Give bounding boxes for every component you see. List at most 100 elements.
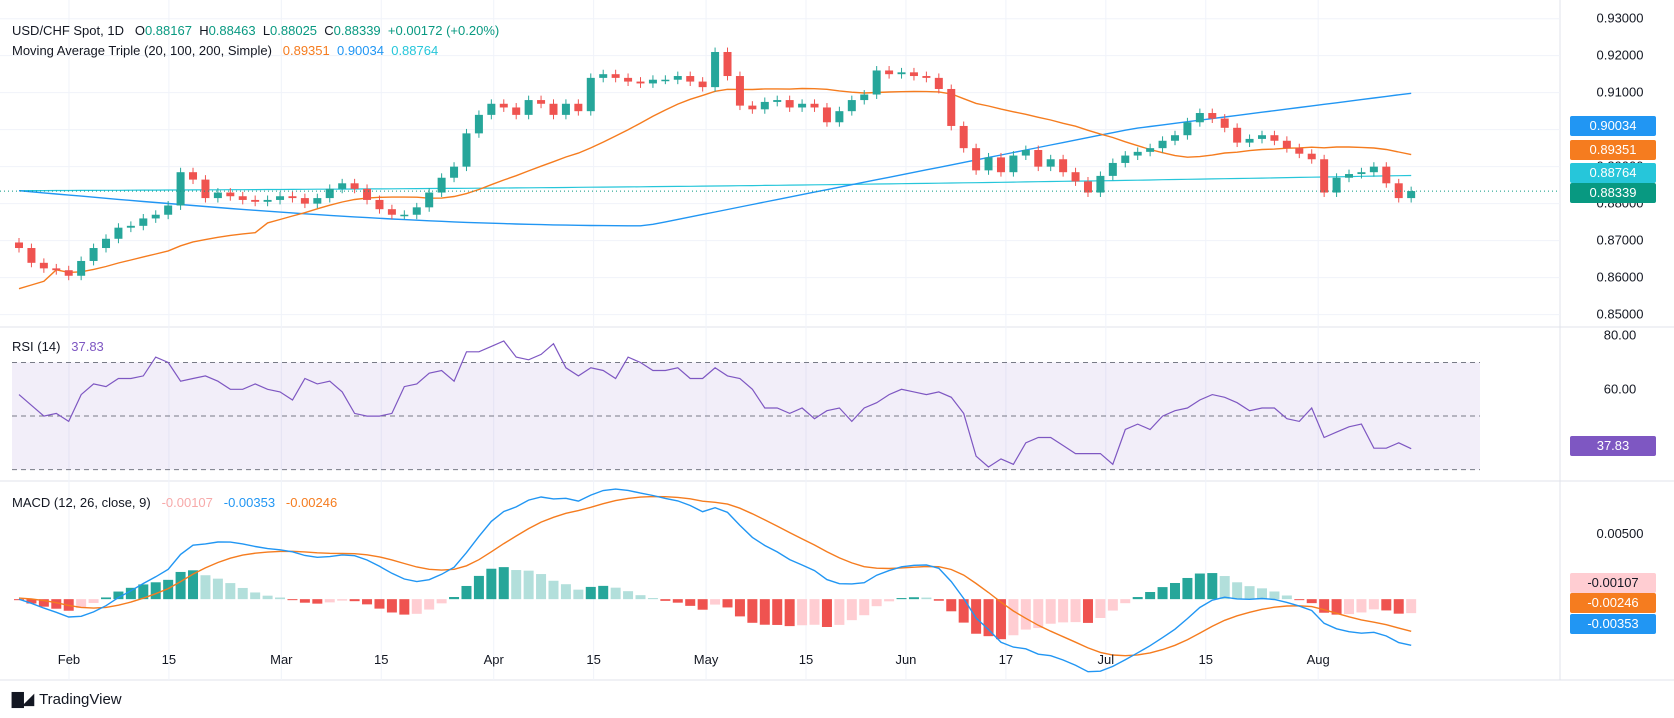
symbol-title: USD/CHF Spot, 1D bbox=[12, 23, 124, 38]
candle bbox=[462, 133, 471, 167]
macd-hist-bar bbox=[933, 599, 944, 601]
price-tick-label: 0.91000 bbox=[1597, 85, 1644, 100]
macd-hist-bar bbox=[498, 567, 509, 600]
candle bbox=[325, 188, 334, 199]
candle bbox=[512, 107, 521, 115]
time-tick-label: 15 bbox=[586, 652, 600, 667]
macd-hist-bar bbox=[772, 599, 783, 625]
candle bbox=[1195, 113, 1204, 123]
candle bbox=[636, 81, 645, 84]
macd-hist-bar bbox=[1219, 576, 1230, 600]
candle bbox=[1295, 148, 1304, 154]
macd-hist-bar bbox=[200, 575, 211, 600]
candle bbox=[586, 77, 595, 112]
candle bbox=[238, 196, 247, 200]
macd-hist-bar bbox=[1257, 588, 1267, 600]
candle bbox=[822, 107, 831, 123]
macd-hist-bar bbox=[1070, 599, 1081, 623]
ma200-value: 0.88764 bbox=[391, 43, 439, 58]
macd-hist-bar bbox=[1194, 573, 1205, 600]
tradingview-brand[interactable]: ▇◢ TradingView bbox=[12, 690, 122, 709]
macd-hist-bar bbox=[1381, 599, 1392, 611]
ma20-value: 0.89351 bbox=[282, 43, 330, 58]
macd-hist-legend: -0.00107 bbox=[161, 495, 213, 510]
change-value: +0.00172 (+0.20%) bbox=[387, 23, 500, 38]
macd-hist-bar bbox=[486, 568, 497, 600]
macd-line-legend: -0.00353 bbox=[223, 495, 276, 510]
candle bbox=[1133, 151, 1142, 156]
candle bbox=[648, 79, 657, 84]
rsi-value-label: 37.83 bbox=[1570, 436, 1656, 456]
macd-hist-bar bbox=[1033, 599, 1044, 629]
macd-hist-bar bbox=[983, 599, 994, 637]
macd-hist-bar bbox=[101, 597, 112, 600]
candle bbox=[201, 179, 210, 199]
macd-hist-bar bbox=[324, 599, 335, 603]
macd-hist-bar bbox=[809, 599, 820, 625]
macd-hist-bar bbox=[349, 599, 360, 602]
candle bbox=[624, 77, 633, 82]
candle bbox=[151, 214, 160, 219]
candle bbox=[189, 172, 198, 180]
macd-hist-bar bbox=[312, 599, 323, 604]
macd-line-label: -0.00353 bbox=[1570, 614, 1656, 634]
macd-hist-bar bbox=[797, 599, 808, 626]
macd-hist-bar bbox=[275, 597, 286, 600]
macd-hist-bar bbox=[560, 584, 571, 600]
high-value: 0.88463 bbox=[208, 23, 256, 38]
macd-hist-bar bbox=[958, 599, 969, 623]
macd-hist-bar bbox=[150, 582, 161, 600]
rsi-line bbox=[18, 340, 1412, 468]
macd-line bbox=[18, 488, 1412, 673]
candle bbox=[1233, 127, 1242, 143]
macd-hist-bar bbox=[51, 599, 62, 609]
candle bbox=[1407, 191, 1416, 199]
macd-hist-bar bbox=[1331, 599, 1342, 615]
macd-hist-bar bbox=[1082, 599, 1093, 623]
ma-title: Moving Average Triple (20, 100, 200, Sim… bbox=[12, 43, 272, 58]
candle bbox=[909, 72, 918, 77]
candle bbox=[835, 111, 844, 123]
candle bbox=[673, 76, 682, 80]
tradingview-logo-icon: ▇◢ bbox=[12, 691, 34, 708]
macd-pane bbox=[14, 488, 1417, 673]
candle bbox=[1382, 166, 1391, 184]
macd-hist-bar bbox=[1344, 599, 1355, 615]
candle bbox=[400, 214, 409, 217]
time-tick-label: 15 bbox=[162, 652, 176, 667]
candle bbox=[661, 79, 670, 82]
candle bbox=[1270, 135, 1279, 141]
macd-hist-bar bbox=[946, 599, 957, 612]
candle bbox=[77, 260, 86, 276]
candle bbox=[1121, 155, 1130, 163]
macd-hist-bar bbox=[1269, 591, 1280, 600]
time-tick-label: 17 bbox=[999, 652, 1013, 667]
macd-hist-bar bbox=[647, 598, 658, 600]
candle bbox=[847, 100, 856, 112]
candle bbox=[996, 157, 1005, 173]
time-tick-label: Mar bbox=[270, 652, 293, 667]
candle bbox=[1071, 172, 1080, 182]
macd-hist-bar bbox=[896, 598, 907, 600]
candle bbox=[785, 100, 794, 108]
candle bbox=[1345, 174, 1354, 178]
ma100-price-label: 0.90034 bbox=[1570, 116, 1656, 136]
macd-hist-bar bbox=[299, 599, 310, 603]
macd-hist-bar bbox=[250, 592, 261, 600]
macd-hist-bar bbox=[411, 599, 422, 614]
candle bbox=[276, 196, 285, 200]
macd-hist-bar bbox=[846, 599, 857, 621]
macd-hist-bar bbox=[784, 599, 795, 627]
macd-hist-bar bbox=[386, 599, 397, 613]
candle bbox=[549, 103, 558, 115]
candle bbox=[350, 183, 359, 189]
open-label: O bbox=[134, 23, 145, 38]
candle bbox=[711, 51, 720, 88]
candle bbox=[1369, 166, 1378, 173]
candle bbox=[102, 238, 111, 249]
macd-hist-bar bbox=[672, 599, 683, 603]
ma200-price-label: 0.88764 bbox=[1570, 163, 1656, 183]
candle bbox=[1220, 118, 1229, 128]
candle bbox=[735, 76, 744, 106]
macd-hist-bar bbox=[536, 574, 547, 600]
